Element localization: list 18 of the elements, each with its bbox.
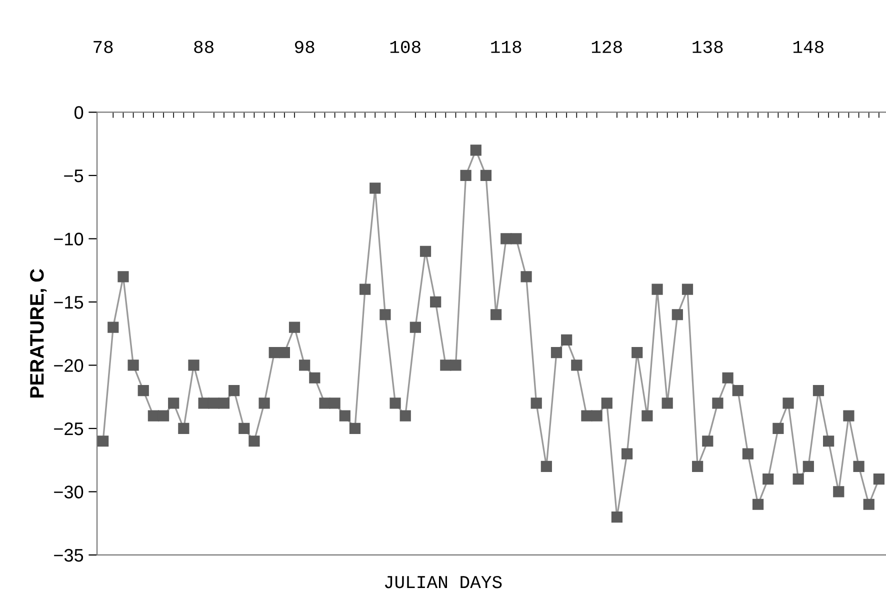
y-tick-label: −10 xyxy=(54,232,84,246)
y-tick-label: 0 xyxy=(74,106,84,119)
y-tick-label: −35 xyxy=(54,548,84,562)
x-tick-label: 108 xyxy=(390,40,420,54)
x-tick-label: 78 xyxy=(94,40,113,54)
x-tick-label: 128 xyxy=(592,40,622,54)
x-tick-label: 148 xyxy=(793,40,824,54)
y-tick-label: −15 xyxy=(54,296,84,309)
x-axis-title: JULIAN DAYS xyxy=(384,576,502,588)
x-tick-label: 98 xyxy=(295,40,314,54)
x-tick-label: 138 xyxy=(692,40,723,54)
y-tick-label: −25 xyxy=(54,422,84,436)
y-tick-label: −20 xyxy=(54,359,84,372)
x-tick-label: 118 xyxy=(491,40,522,54)
y-axis-title: PERATURE, C xyxy=(30,268,47,398)
y-tick-label: −30 xyxy=(54,486,84,498)
y-tick-label: −5 xyxy=(64,170,84,182)
x-tick-label: 88 xyxy=(194,40,214,54)
